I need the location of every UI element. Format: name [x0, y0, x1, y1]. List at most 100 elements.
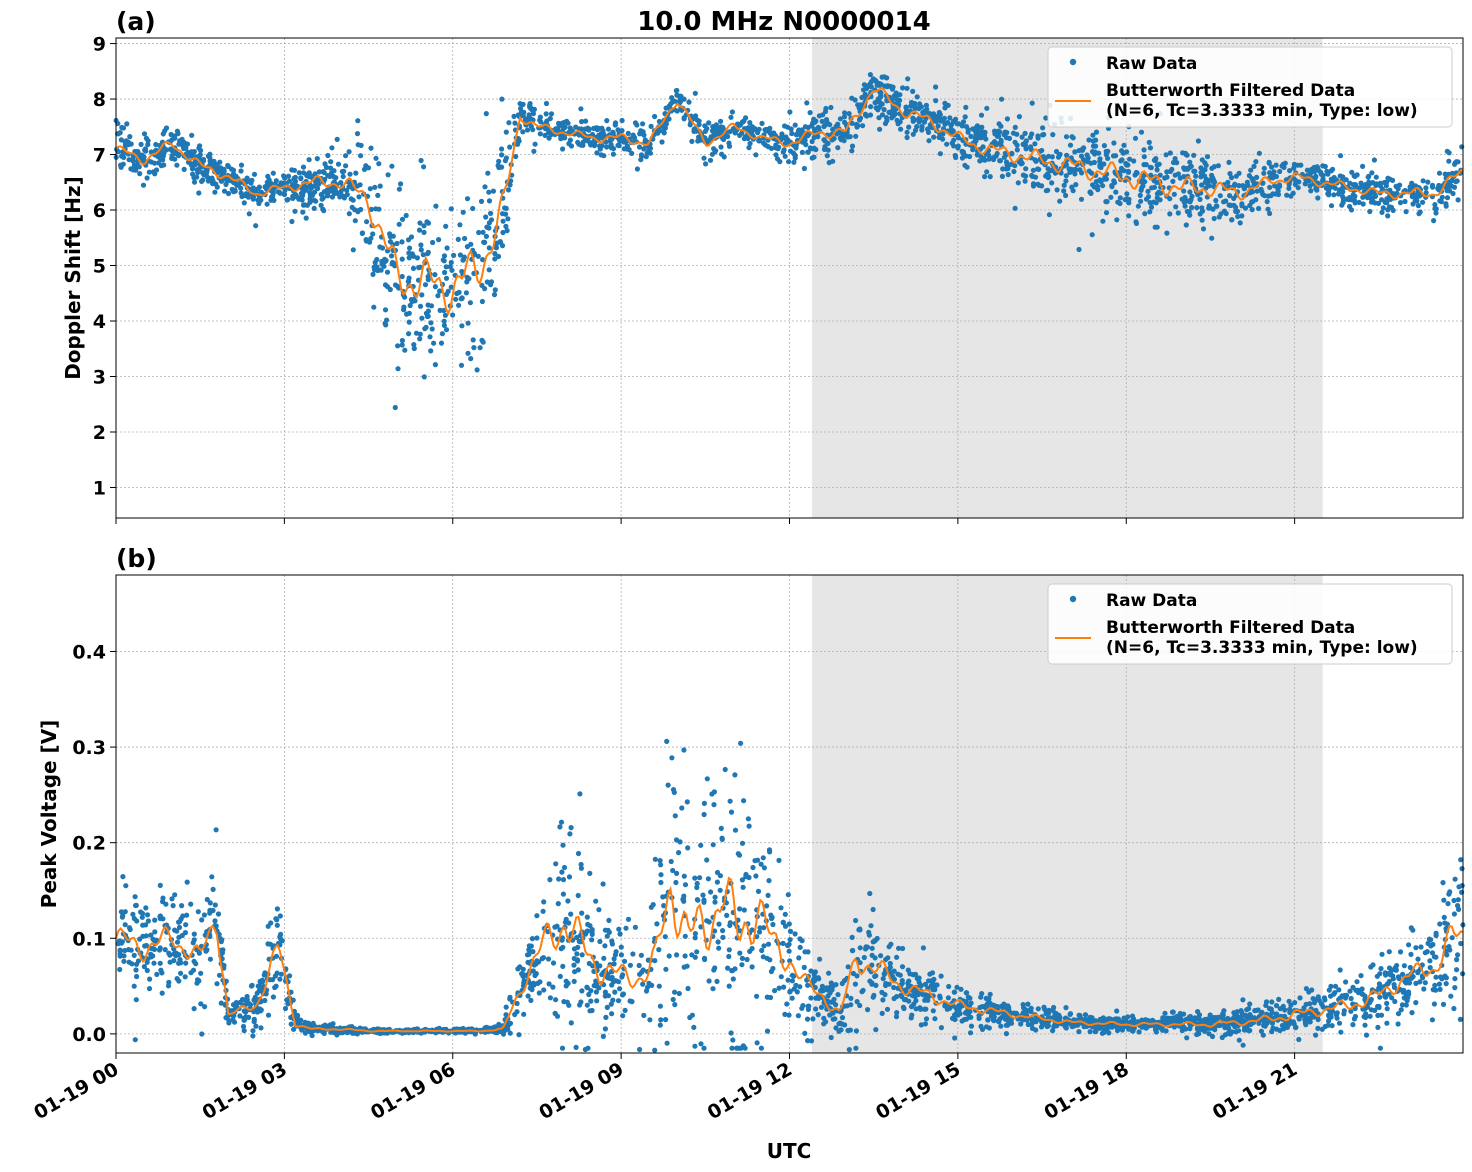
raw-data-point	[1141, 147, 1147, 153]
raw-data-point	[873, 982, 879, 989]
raw-data-point	[262, 997, 268, 1004]
raw-data-point	[1412, 198, 1418, 204]
raw-data-point	[547, 995, 554, 1001]
raw-data-point	[979, 991, 985, 997]
raw-data-point	[261, 972, 267, 978]
raw-data-point	[402, 347, 408, 353]
raw-data-point	[477, 345, 483, 351]
raw-data-point	[486, 267, 492, 273]
raw-data-point	[417, 220, 423, 226]
raw-data-point	[594, 150, 600, 156]
raw-data-point	[694, 117, 700, 123]
raw-data-point	[1370, 180, 1376, 186]
raw-data-point	[842, 110, 848, 116]
raw-data-point	[801, 165, 808, 172]
raw-data-point	[937, 151, 944, 157]
raw-data-point	[367, 239, 373, 245]
raw-data-point	[805, 149, 811, 155]
raw-data-point	[659, 139, 665, 145]
raw-data-point	[764, 903, 770, 909]
raw-data-point	[150, 936, 156, 942]
raw-data-point	[825, 147, 831, 153]
raw-data-point	[418, 157, 424, 164]
raw-data-point	[174, 976, 180, 982]
raw-data-point	[917, 101, 923, 107]
raw-data-point	[1269, 999, 1275, 1005]
raw-data-point	[1178, 1017, 1184, 1023]
panel-b: 0.00.10.20.30.4 01-19 00 01-19 03 01-19 06…	[30, 544, 1466, 1163]
raw-data-point	[995, 128, 1002, 134]
raw-data-point	[787, 958, 793, 964]
raw-data-point	[486, 220, 492, 226]
raw-data-point	[518, 109, 525, 115]
raw-data-point	[513, 153, 519, 160]
raw-data-point	[808, 968, 814, 974]
raw-data-point	[541, 987, 547, 993]
raw-data-point	[910, 131, 916, 137]
raw-data-point	[1032, 174, 1039, 180]
raw-data-point	[1199, 182, 1205, 188]
raw-data-point	[1378, 966, 1384, 972]
raw-data-point	[382, 282, 389, 288]
raw-data-point	[1204, 154, 1211, 160]
raw-data-point	[554, 923, 560, 929]
raw-data-point	[608, 145, 615, 151]
raw-data-point	[328, 159, 334, 165]
raw-data-point	[786, 948, 792, 954]
raw-data-point	[893, 1014, 900, 1020]
raw-data-point	[1343, 979, 1349, 985]
raw-data-point	[678, 93, 684, 99]
raw-data-point	[793, 145, 799, 151]
raw-data-point	[155, 154, 161, 160]
raw-data-point	[238, 162, 245, 168]
raw-data-point	[270, 170, 276, 176]
raw-data-point	[600, 1033, 607, 1039]
raw-data-point	[1413, 1000, 1419, 1006]
raw-data-point	[470, 205, 476, 212]
raw-data-point	[925, 126, 931, 132]
raw-data-point	[1028, 144, 1034, 150]
raw-data-point	[1366, 179, 1372, 185]
raw-data-point	[777, 159, 783, 165]
raw-data-point	[1181, 165, 1187, 171]
raw-data-point	[860, 987, 866, 994]
raw-data-point	[672, 1002, 678, 1008]
raw-data-point	[507, 1030, 513, 1036]
raw-data-point	[672, 989, 678, 995]
raw-data-point	[582, 1046, 589, 1053]
raw-data-point	[619, 117, 625, 124]
raw-data-point	[128, 947, 134, 953]
raw-data-point	[663, 966, 669, 972]
y-tick-label: 1	[93, 477, 106, 499]
raw-data-point	[1379, 197, 1385, 203]
raw-data-point	[634, 166, 641, 172]
raw-data-point	[740, 884, 746, 890]
raw-data-point	[705, 876, 712, 882]
raw-data-point	[1187, 212, 1193, 218]
raw-data-point	[418, 247, 424, 253]
raw-data-point	[1392, 998, 1398, 1005]
raw-data-point	[901, 1005, 907, 1012]
raw-data-point	[1429, 950, 1436, 956]
raw-data-point	[1256, 150, 1262, 156]
raw-data-point	[1137, 192, 1143, 198]
raw-data-point	[618, 944, 624, 950]
raw-data-point	[1040, 125, 1046, 131]
raw-data-point	[1187, 1013, 1193, 1020]
raw-data-point	[1152, 1024, 1158, 1031]
raw-data-point	[319, 196, 325, 202]
raw-data-point	[1108, 194, 1114, 200]
raw-data-point	[396, 221, 402, 227]
raw-data-point	[571, 946, 578, 952]
raw-data-point	[1109, 184, 1115, 190]
raw-data-point	[1313, 173, 1319, 179]
raw-data-point	[1101, 143, 1107, 149]
y-tick-label: 9	[93, 34, 106, 56]
raw-data-point	[1078, 153, 1085, 159]
raw-data-point	[1260, 1032, 1266, 1038]
raw-data-point	[857, 117, 863, 123]
raw-data-point	[677, 99, 684, 105]
raw-data-point	[282, 175, 288, 181]
raw-data-point	[486, 198, 493, 204]
raw-data-point	[1428, 943, 1434, 949]
